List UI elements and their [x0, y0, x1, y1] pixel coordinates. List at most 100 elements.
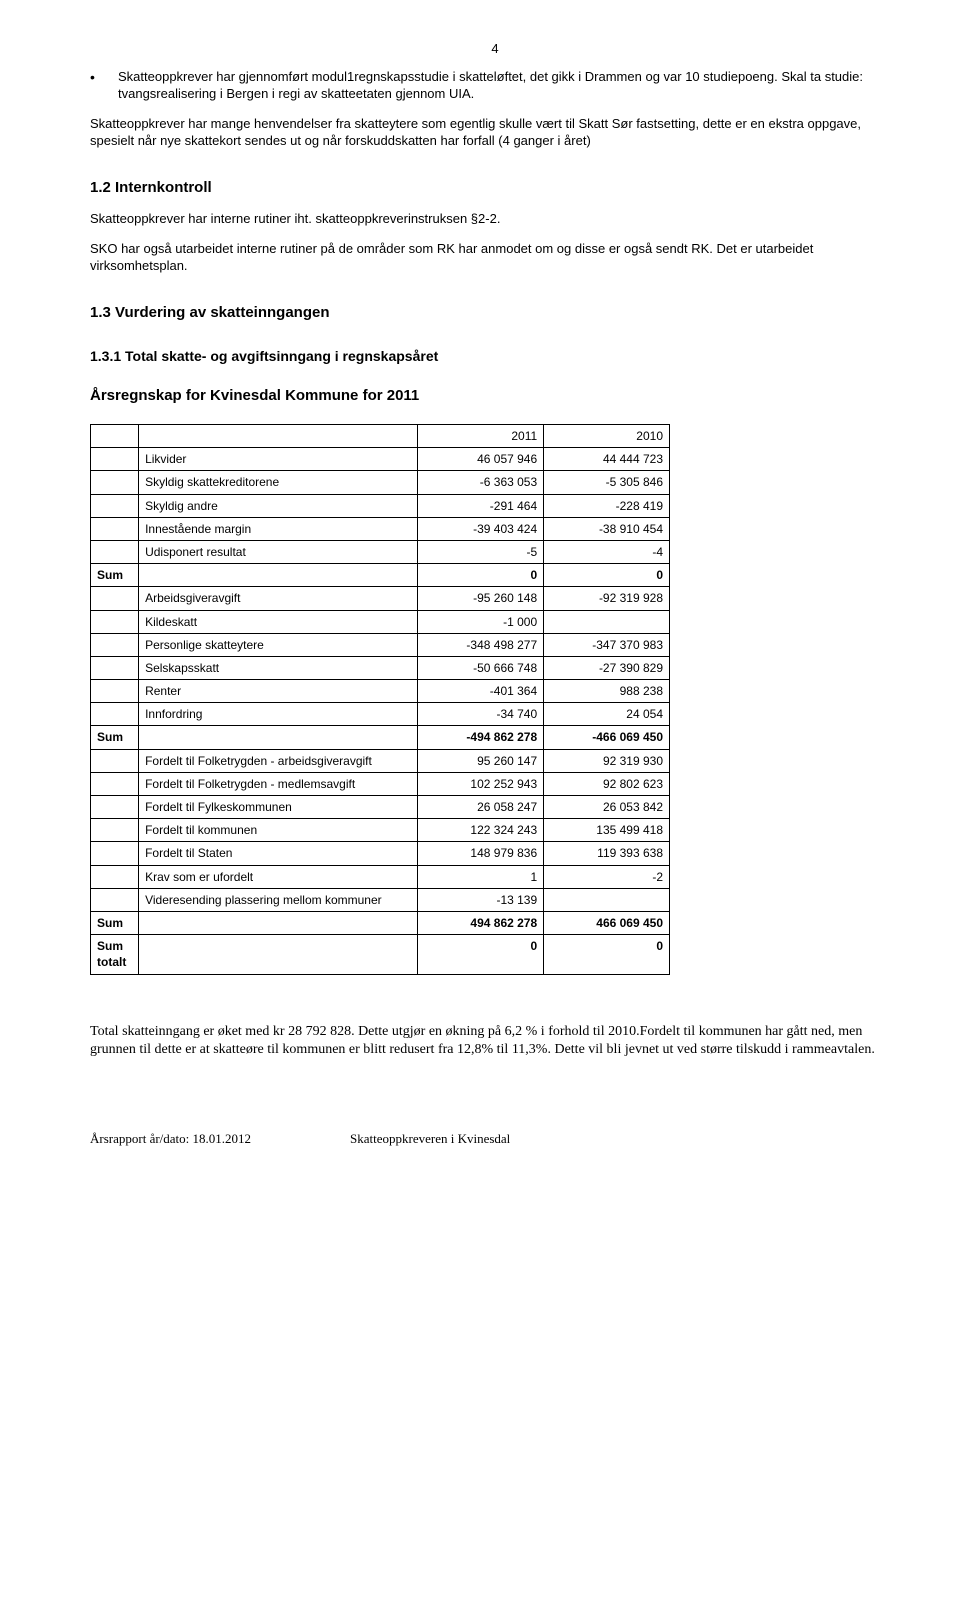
- row-label: Udisponert resultat: [139, 540, 418, 563]
- paragraph-intro: Skatteoppkrever har mange henvendelser f…: [90, 115, 900, 150]
- table-header-year1: 2011: [418, 425, 544, 448]
- row-value-2010: 44 444 723: [544, 448, 670, 471]
- table-row: Fordelt til Staten148 979 836119 393 638: [91, 842, 670, 865]
- row-padding: [91, 680, 139, 703]
- row-value-2010: 0: [544, 935, 670, 974]
- row-label: Personlige skatteytere: [139, 633, 418, 656]
- row-label: Fordelt til Fylkeskommunen: [139, 796, 418, 819]
- bullet-item: • Skatteoppkrever har gjennomført modul1…: [90, 68, 900, 103]
- table-row: Renter-401 364988 238: [91, 680, 670, 703]
- row-padding: [91, 633, 139, 656]
- row-label: [139, 911, 418, 934]
- row-label: Selskapsskatt: [139, 656, 418, 679]
- row-value-2010: -228 419: [544, 494, 670, 517]
- footer-date: Årsrapport år/dato: 18.01.2012: [90, 1130, 350, 1148]
- row-padding: [91, 819, 139, 842]
- row-label: Skyldig skattekreditorene: [139, 471, 418, 494]
- row-label: Renter: [139, 680, 418, 703]
- table-row: Sum -494 862 278-466 069 450: [91, 726, 670, 749]
- row-value-2011: 102 252 943: [418, 772, 544, 795]
- table-row: Udisponert resultat-5-4: [91, 540, 670, 563]
- row-value-2011: 26 058 247: [418, 796, 544, 819]
- row-value-2010: -347 370 983: [544, 633, 670, 656]
- table-header-blank: [139, 425, 418, 448]
- page-footer: Årsrapport år/dato: 18.01.2012 Skatteopp…: [90, 1130, 900, 1148]
- row-value-2010: 0: [544, 564, 670, 587]
- row-value-2011: 0: [418, 935, 544, 974]
- row-label: Krav som er ufordelt: [139, 865, 418, 888]
- row-label: Kildeskatt: [139, 610, 418, 633]
- row-padding: [91, 888, 139, 911]
- row-padding: Sum: [91, 726, 139, 749]
- row-padding: Sum: [91, 564, 139, 587]
- row-value-2011: -494 862 278: [418, 726, 544, 749]
- row-value-2011: -1 000: [418, 610, 544, 633]
- row-label: [139, 564, 418, 587]
- row-value-2010: [544, 888, 670, 911]
- row-value-2011: 1: [418, 865, 544, 888]
- row-label: Fordelt til Folketrygden - arbeidsgivera…: [139, 749, 418, 772]
- row-value-2010: -2: [544, 865, 670, 888]
- row-value-2011: 95 260 147: [418, 749, 544, 772]
- paragraph-1-2-a: Skatteoppkrever har interne rutiner iht.…: [90, 210, 900, 228]
- row-padding: Sum: [91, 911, 139, 934]
- table-row: Videresending plassering mellom kommuner…: [91, 888, 670, 911]
- row-value-2010: -5 305 846: [544, 471, 670, 494]
- table-row: Personlige skatteytere-348 498 277-347 3…: [91, 633, 670, 656]
- row-value-2010: -38 910 454: [544, 517, 670, 540]
- row-padding: [91, 540, 139, 563]
- row-label: Fordelt til kommunen: [139, 819, 418, 842]
- row-label: Innestående margin: [139, 517, 418, 540]
- row-value-2011: -6 363 053: [418, 471, 544, 494]
- table-title: Årsregnskap for Kvinesdal Kommune for 20…: [90, 386, 900, 406]
- row-value-2011: -348 498 277: [418, 633, 544, 656]
- table-row: Fordelt til Folketrygden - medlemsavgift…: [91, 772, 670, 795]
- row-padding: [91, 517, 139, 540]
- table-row: Fordelt til Folketrygden - arbeidsgivera…: [91, 749, 670, 772]
- row-label: Fordelt til Folketrygden - medlemsavgift: [139, 772, 418, 795]
- row-label: Skyldig andre: [139, 494, 418, 517]
- table-row: Kildeskatt-1 000: [91, 610, 670, 633]
- financial-table: 2011 2010 Likvider46 057 94644 444 723Sk…: [90, 424, 670, 975]
- row-padding: Sum totalt: [91, 935, 139, 974]
- table-row: Sum00: [91, 564, 670, 587]
- row-padding: [91, 448, 139, 471]
- row-value-2010: 119 393 638: [544, 842, 670, 865]
- heading-1-2: 1.2 Internkontroll: [90, 178, 900, 198]
- row-value-2011: 122 324 243: [418, 819, 544, 842]
- row-padding: [91, 656, 139, 679]
- row-label: [139, 935, 418, 974]
- table-row: Skyldig andre-291 464-228 419: [91, 494, 670, 517]
- row-value-2011: 46 057 946: [418, 448, 544, 471]
- row-label: [139, 726, 418, 749]
- row-value-2010: -27 390 829: [544, 656, 670, 679]
- table-row: Innestående margin-39 403 424-38 910 454: [91, 517, 670, 540]
- table-row: Likvider46 057 94644 444 723: [91, 448, 670, 471]
- heading-1-3: 1.3 Vurdering av skatteinngangen: [90, 303, 900, 323]
- table-row: Fordelt til kommunen122 324 243135 499 4…: [91, 819, 670, 842]
- row-padding: [91, 772, 139, 795]
- row-value-2010: 135 499 418: [544, 819, 670, 842]
- table-row: Skyldig skattekreditorene-6 363 053-5 30…: [91, 471, 670, 494]
- row-value-2011: -34 740: [418, 703, 544, 726]
- table-row: Sum494 862 278466 069 450: [91, 911, 670, 934]
- row-value-2011: -50 666 748: [418, 656, 544, 679]
- row-padding: [91, 749, 139, 772]
- row-value-2011: -5: [418, 540, 544, 563]
- row-value-2010: 26 053 842: [544, 796, 670, 819]
- row-value-2011: -95 260 148: [418, 587, 544, 610]
- row-value-2010: -466 069 450: [544, 726, 670, 749]
- table-header-year2: 2010: [544, 425, 670, 448]
- row-padding: [91, 842, 139, 865]
- bullet-text: Skatteoppkrever har gjennomført modul1re…: [118, 68, 900, 103]
- row-value-2010: [544, 610, 670, 633]
- row-value-2011: -39 403 424: [418, 517, 544, 540]
- row-value-2011: 494 862 278: [418, 911, 544, 934]
- row-padding: [91, 494, 139, 517]
- table-row: Fordelt til Fylkeskommunen26 058 24726 0…: [91, 796, 670, 819]
- row-value-2010: 92 319 930: [544, 749, 670, 772]
- bullet-dot-icon: •: [90, 68, 118, 103]
- row-label: Arbeidsgiveravgift: [139, 587, 418, 610]
- row-padding: [91, 471, 139, 494]
- row-value-2011: 148 979 836: [418, 842, 544, 865]
